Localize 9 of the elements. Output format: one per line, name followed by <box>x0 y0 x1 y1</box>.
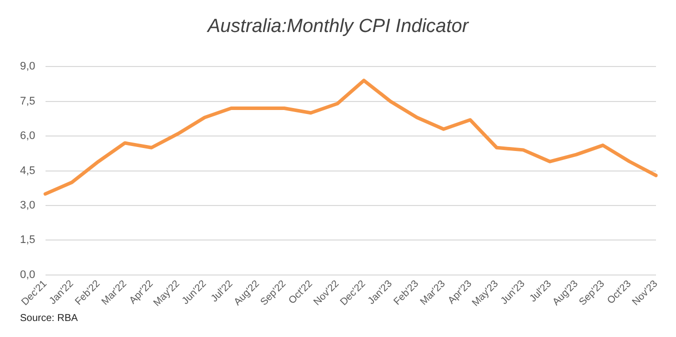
chart-title: Australia:Monthly CPI Indicator <box>206 16 470 38</box>
source-note: Source: RBA <box>20 313 78 324</box>
y-tick-label: 7,5 <box>20 95 36 108</box>
y-tick-label: 1,5 <box>20 234 36 246</box>
y-tick-label: 3,0 <box>20 200 36 212</box>
y-tick-label: 9,0 <box>20 60 36 73</box>
y-tick-label: 0,0 <box>20 268 36 281</box>
y-tick-label: 6,0 <box>20 130 36 142</box>
y-tick-label: 4,5 <box>20 164 36 177</box>
